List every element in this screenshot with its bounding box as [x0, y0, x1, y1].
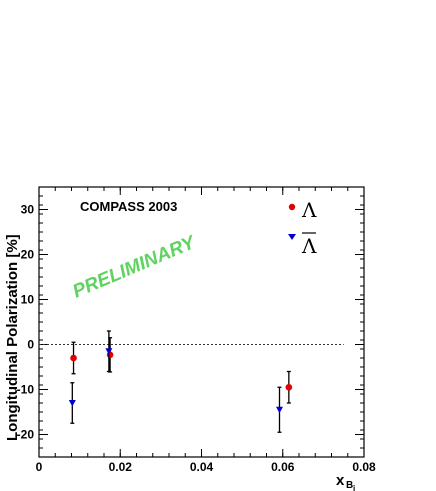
y-tick-label: -10	[17, 383, 35, 397]
svg-text:x: x	[336, 472, 345, 489]
axis-ticks: 0 0.02 0.04 0.06 0.08 -20 -10 0 10 20 30	[17, 186, 376, 474]
lambda-point	[70, 354, 77, 362]
y-tick-label: -20	[17, 428, 35, 442]
legend-lambda-label: Λ	[301, 198, 317, 222]
preliminary-watermark: PRELIMINARY	[70, 231, 201, 302]
antilambda-point	[105, 348, 113, 355]
x-tick-label: 0	[36, 460, 43, 474]
x-tick-label: 0.02	[109, 460, 133, 474]
x-tick-label: 0.04	[190, 460, 214, 474]
legend-antilambda-label: Λ	[301, 234, 317, 258]
y-tick-label: 30	[21, 203, 35, 217]
lambda-point	[285, 383, 293, 391]
antilambda-point	[276, 406, 283, 414]
x-tick-label: 0.06	[271, 460, 295, 474]
y-tick-label: 10	[21, 293, 35, 307]
x-axis-title: x B j	[336, 472, 355, 491]
y-tick-label: 20	[21, 248, 35, 262]
data-points	[68, 330, 293, 433]
plot-frame	[38, 186, 365, 458]
legend-antilambda-marker	[288, 234, 296, 240]
antilambda-point	[68, 400, 76, 407]
legend: Λ Λ	[288, 198, 317, 258]
y-axis-title: Longitudinal Polarization [%]	[4, 234, 21, 441]
experiment-label: COMPASS 2003	[80, 199, 177, 214]
x-tick-label: 0.08	[352, 460, 376, 474]
svg-text:j: j	[352, 484, 355, 491]
y-tick-label: 0	[27, 338, 34, 352]
svg-text:B: B	[346, 480, 353, 491]
legend-lambda-marker	[288, 203, 296, 211]
